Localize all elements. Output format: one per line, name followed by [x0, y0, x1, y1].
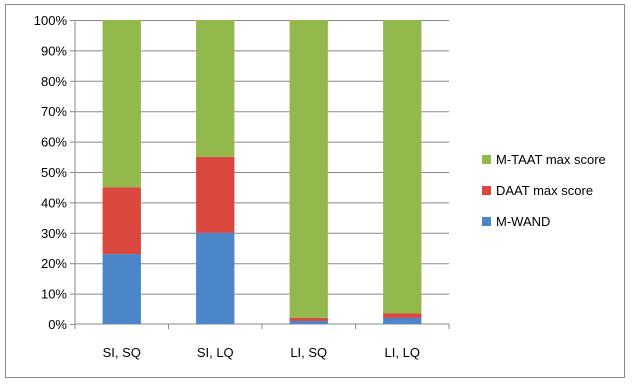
- bar-segment: [383, 20, 422, 314]
- y-tick-label: 60%: [41, 135, 67, 150]
- bar-segment: [383, 317, 422, 324]
- y-tick-label: 20%: [41, 256, 67, 271]
- bar-segment: [196, 156, 235, 233]
- y-tick-label: 70%: [41, 104, 67, 119]
- x-tick-label: LI, SQ: [290, 345, 327, 360]
- stacked-bar-chart: 0% 10% 20% 30% 40% 50% 60% 70% 80% 90% 100% SI, SQ…: [34, 13, 606, 360]
- y-tick-label: 0%: [48, 317, 67, 332]
- chart-frame: 0% 10% 20% 30% 40% 50% 60% 70% 80% 90% 100% SI, SQ…: [5, 4, 625, 378]
- y-tick-label: 80%: [41, 74, 67, 89]
- y-tick-label: 10%: [41, 287, 67, 302]
- legend-label: M-TAAT max score: [496, 152, 606, 167]
- bar-segment: [289, 317, 328, 321]
- legend-label: DAAT max score: [496, 183, 593, 198]
- legend-swatch: [482, 186, 491, 195]
- y-tick-label: 50%: [41, 165, 67, 180]
- y-tick-label: 100%: [34, 13, 68, 28]
- bar-segment: [102, 254, 141, 324]
- legend-label: M-WAND: [496, 214, 550, 229]
- legend: M-TAAT max score DAAT max score M-WAND: [482, 152, 606, 229]
- y-tick-label: 30%: [41, 226, 67, 241]
- bars: [102, 20, 422, 324]
- y-tick-label: 40%: [41, 195, 67, 210]
- y-axis-ticks: 0% 10% 20% 30% 40% 50% 60% 70% 80% 90% 100%: [34, 13, 75, 332]
- bar-segment: [102, 20, 141, 188]
- bar-segment: [102, 187, 141, 255]
- bar-segment: [196, 20, 235, 157]
- bar-segment: [289, 320, 328, 324]
- x-tick-label: LI, LQ: [385, 345, 420, 360]
- legend-swatch: [482, 217, 491, 226]
- bar-segment: [289, 20, 328, 318]
- x-tick-label: SI, SQ: [103, 345, 141, 360]
- x-axis-ticks: SI, SQ SI, LQ LI, SQ LI, LQ: [74, 324, 450, 360]
- y-tick-label: 90%: [41, 43, 67, 58]
- bar-segment: [196, 232, 235, 324]
- legend-swatch: [482, 155, 491, 164]
- bar-segment: [383, 313, 422, 318]
- x-tick-label: SI, LQ: [197, 345, 234, 360]
